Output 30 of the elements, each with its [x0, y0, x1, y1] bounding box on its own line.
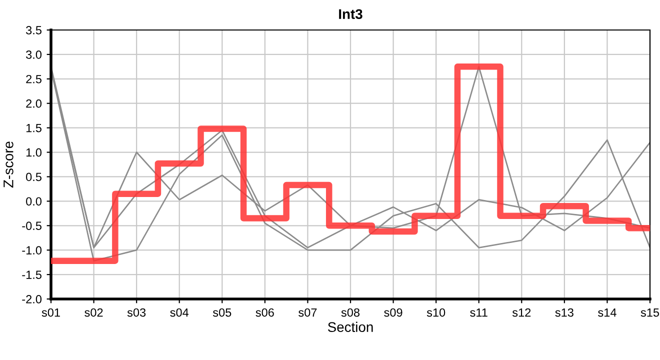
x-tick-label: s03 [127, 308, 146, 317]
x-tick-label: s10 [426, 308, 446, 317]
x-tick-label: s14 [598, 308, 616, 317]
y-axis-title: Z-score [4, 142, 14, 188]
x-tick-label: s08 [341, 308, 360, 317]
x-tick-label: s07 [298, 308, 317, 317]
x-tick-label: s12 [512, 308, 531, 317]
y-tick-label: -1.5 [22, 270, 42, 279]
x-tick-label: s02 [84, 308, 103, 317]
y-tick-label: -1.0 [22, 246, 42, 254]
x-tick-label: s05 [212, 308, 232, 317]
x-tick-label: s15 [640, 308, 660, 317]
y-tick-label: 2.5 [26, 74, 42, 84]
y-tick-label: 0.0 [26, 197, 42, 206]
x-tick-label: s01 [42, 308, 60, 317]
chart-title: Int3 [339, 9, 362, 20]
x-tick-label: s09 [384, 308, 402, 317]
y-tick-label: 0.5 [26, 172, 42, 182]
x-tick-label: s04 [170, 308, 189, 317]
y-tick-label: 2.0 [26, 99, 42, 108]
y-tick-label: -0.5 [22, 222, 42, 230]
x-axis-title: Section [328, 322, 373, 332]
y-tick-label: 1.5 [26, 124, 42, 132]
x-tick-label: s11 [470, 308, 488, 317]
x-tick-label: s13 [555, 308, 574, 317]
y-tick-label: 3.5 [26, 26, 42, 34]
y-tick-label: 3.0 [26, 50, 42, 59]
y-tick-label: 1.0 [26, 148, 42, 157]
x-tick-label: s06 [256, 308, 274, 317]
y-tick-label: -2.0 [22, 295, 42, 304]
